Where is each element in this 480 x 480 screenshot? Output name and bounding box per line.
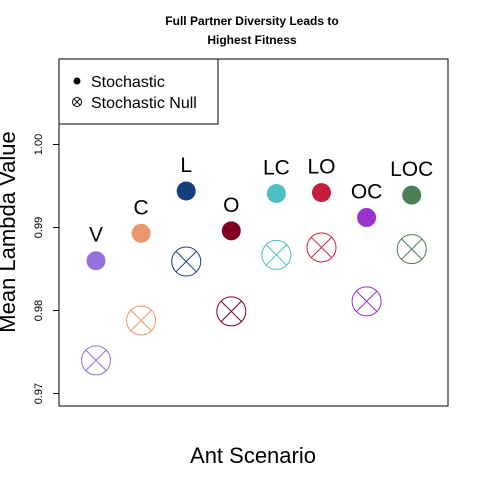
category-label-loc: LOC	[390, 158, 433, 181]
null-point-oc	[352, 287, 381, 316]
y-tick-label: 1.00	[33, 134, 45, 155]
x-axis-title: Ant Scenario	[190, 443, 316, 468]
stochastic-point-l	[177, 181, 196, 200]
category-label-v: V	[89, 224, 103, 247]
legend: Stochastic Stochastic Null	[59, 59, 218, 124]
null-point-lc	[262, 240, 291, 269]
null-point-v	[82, 346, 111, 375]
null-point-c	[127, 306, 156, 335]
null-point-lo	[307, 233, 336, 262]
y-tick-label: 0.98	[33, 300, 45, 321]
legend-stochastic-label: Stochastic	[91, 74, 165, 91]
y-tick-label: 0.99	[33, 217, 45, 238]
y-axis: 0.97 0.98 0.99 1.00	[33, 134, 59, 404]
category-label-o: O	[223, 194, 239, 217]
legend-stochastic-null-label: Stochastic Null	[91, 95, 197, 112]
category-label-lc: LC	[263, 156, 290, 179]
null-point-l	[172, 247, 201, 276]
legend-box	[59, 59, 218, 124]
chart-title-line-2: Highest Fitness	[207, 33, 297, 47]
stochastic-point-lo	[312, 183, 331, 202]
legend-stochastic-marker	[74, 78, 81, 85]
stochastic-point-o	[222, 221, 241, 240]
stochastic-point-v	[87, 251, 106, 270]
y-axis-title: Mean Lambda Value	[0, 131, 20, 332]
stochastic-point-loc	[402, 186, 421, 205]
category-label-c: C	[134, 196, 149, 219]
category-label-lo: LO	[307, 156, 335, 179]
stochastic-point-oc	[357, 208, 376, 227]
stochastic-point-c	[132, 224, 151, 243]
category-label-l: L	[180, 154, 192, 177]
null-point-o	[217, 297, 246, 326]
chart-title-line-1: Full Partner Diversity Leads to	[165, 14, 338, 28]
y-tick-label: 0.97	[33, 383, 45, 404]
stochastic-point-lc	[267, 184, 286, 203]
null-point-loc	[397, 235, 426, 264]
category-label-oc: OC	[351, 181, 383, 204]
